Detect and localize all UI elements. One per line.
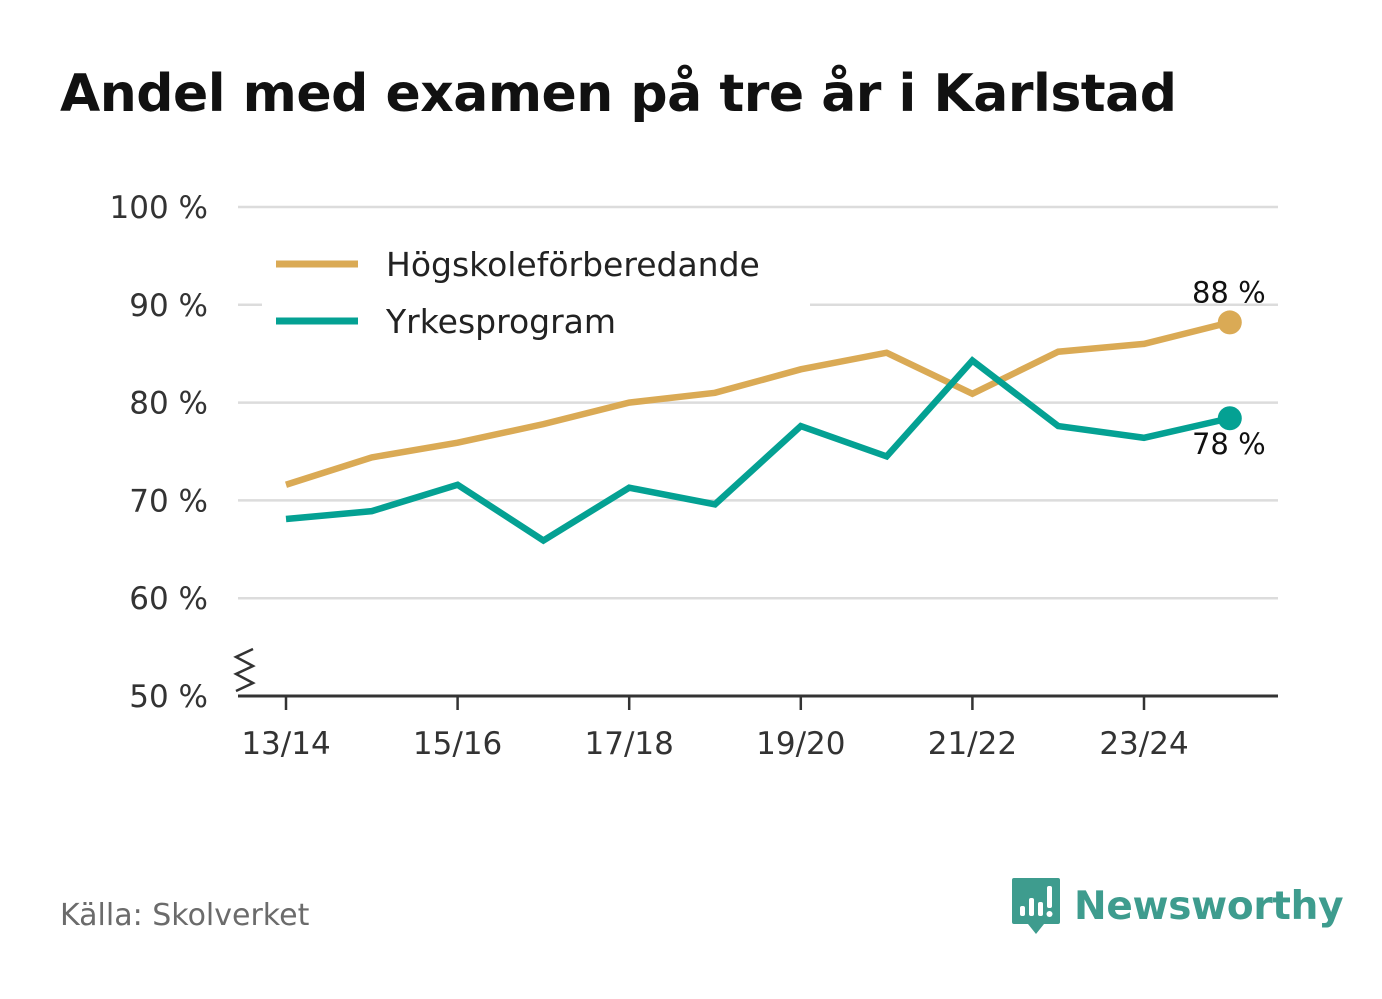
end-labels: 88 % 78 %	[1192, 275, 1266, 461]
x-tick-label: 19/20	[756, 726, 845, 762]
series-line-0	[285, 319, 1231, 488]
brand-name: Newsworthy	[1074, 883, 1344, 929]
series-line-1	[285, 356, 1231, 545]
legend-label: Högskoleförberedande	[386, 245, 760, 284]
brand-logo[interactable]: Newsworthy	[1010, 876, 1344, 936]
series-lines	[285, 310, 1242, 545]
y-tick-label: 50 %	[129, 679, 208, 715]
x-tick-label: 13/14	[241, 726, 330, 762]
x-tick-label: 21/22	[928, 726, 1017, 762]
legend-label: Yrkesprogram	[385, 302, 616, 341]
axes: 50 % 60 % 70 % 80 % 90 % 100 % 13/14 15/16 17/18…	[110, 190, 1278, 762]
y-tick-label: 60 %	[129, 581, 208, 617]
x-tick-label: 23/24	[1099, 726, 1188, 762]
newsworthy-logo-icon	[1012, 878, 1060, 934]
y-tick-label: 70 %	[129, 483, 208, 519]
legend-background	[262, 232, 810, 352]
y-tick-label: 80 %	[129, 386, 208, 422]
end-value-label: 88 %	[1192, 275, 1266, 309]
y-tick-label: 100 %	[110, 190, 208, 226]
series-end-point	[1217, 406, 1242, 431]
axis-break-icon	[233, 647, 256, 693]
chart-title: Andel med examen på tre år i Karlstad	[60, 64, 1177, 124]
y-tick-label: 90 %	[129, 288, 208, 324]
x-tick-label: 15/16	[413, 726, 502, 762]
series-end-point	[1217, 310, 1242, 335]
legend: Högskoleförberedande Yrkesprogram	[262, 232, 810, 352]
source-text: Källa: Skolverket	[60, 898, 310, 933]
x-tick-label: 17/18	[585, 726, 674, 762]
end-value-label: 78 %	[1192, 427, 1266, 461]
